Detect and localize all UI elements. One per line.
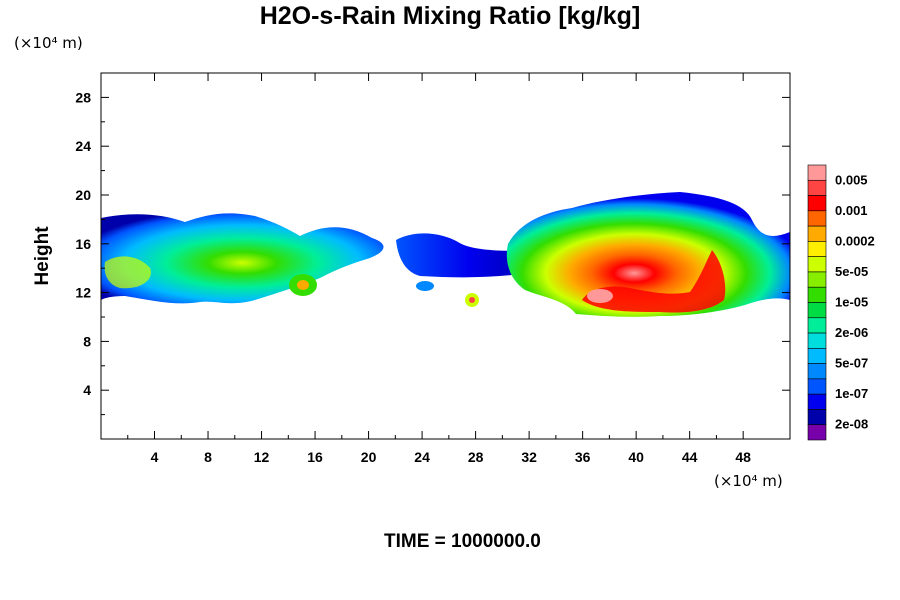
colorbar-swatch xyxy=(807,164,827,181)
y-tick-label: 20 xyxy=(75,187,91,203)
colorbar-label: 2e-06 xyxy=(835,325,868,340)
field-left-blob-core xyxy=(297,280,309,290)
colorbar-swatch xyxy=(807,302,827,319)
colorbar-swatch xyxy=(807,179,827,196)
field-layer xyxy=(101,192,790,317)
x-tick-label: 32 xyxy=(521,449,537,465)
field-mid-trail xyxy=(396,233,543,278)
x-axis-units: (×10⁴ m) xyxy=(714,472,783,490)
colorbar-swatch xyxy=(807,271,827,288)
x-tick-label: 12 xyxy=(254,449,270,465)
y-ticks: 4 8 12 16 20 24 28 xyxy=(75,89,790,416)
colorbar-swatch xyxy=(807,241,827,257)
x-tick-label: 8 xyxy=(204,449,212,465)
y-tick-label: 24 xyxy=(75,138,91,154)
field-mid-blob xyxy=(416,281,434,291)
x-tick-label: 28 xyxy=(468,449,484,465)
colorbar-swatch xyxy=(807,424,827,441)
colorbar-swatch xyxy=(807,225,827,242)
colorbar-swatch xyxy=(807,256,827,273)
y-tick-label: 12 xyxy=(75,285,91,301)
x-ticks: 4 8 12 16 20 24 28 32 36 40 44 48 xyxy=(127,73,751,465)
colorbar-label: 0.005 xyxy=(835,172,868,187)
colorbar-label: 0.0002 xyxy=(835,233,875,248)
colorbar-swatch xyxy=(807,363,827,380)
colorbar-swatch xyxy=(807,317,827,334)
field-left-core xyxy=(104,256,151,289)
colorbar-swatch xyxy=(807,393,827,410)
colorbar-label: 5e-07 xyxy=(835,356,868,371)
colorbar-swatch xyxy=(807,378,827,395)
field-right-red-core xyxy=(582,250,726,313)
x-tick-label: 36 xyxy=(575,449,591,465)
field-right-pink-core xyxy=(587,289,613,303)
x-tick-label: 48 xyxy=(735,449,751,465)
colorbar: 0.005 0.001 0.0002 5e-05 1e-05 2e-06 5e-07 1e-0… xyxy=(807,164,875,441)
colorbar-label: 2e-08 xyxy=(835,417,868,432)
colorbar-label: 1e-07 xyxy=(835,386,868,401)
colorbar-label: 1e-05 xyxy=(835,295,868,310)
colorbar-swatch xyxy=(807,332,827,349)
x-tick-label: 16 xyxy=(307,449,323,465)
colorbar-swatch xyxy=(807,195,827,212)
y-tick-label: 4 xyxy=(83,382,91,398)
time-label: TIME = 1000000.0 xyxy=(384,531,541,552)
colorbar-swatch xyxy=(807,210,827,227)
field-left-band xyxy=(101,213,384,304)
y-tick-label: 28 xyxy=(75,89,91,105)
colorbar-swatch xyxy=(807,348,827,364)
x-tick-label: 4 xyxy=(151,449,159,465)
y-tick-label: 16 xyxy=(75,236,91,252)
colorbar-label: 5e-05 xyxy=(835,264,868,279)
x-tick-label: 24 xyxy=(414,449,430,465)
y-axis-units: (×10⁴ m) xyxy=(14,34,83,52)
x-tick-label: 44 xyxy=(682,449,698,465)
colorbar-swatch xyxy=(807,409,827,426)
y-tick-label: 8 xyxy=(83,333,91,349)
colorbar-label: 0.001 xyxy=(835,203,868,218)
x-tick-label: 40 xyxy=(628,449,644,465)
colorbar-swatch xyxy=(807,286,827,303)
chart-title: H2O-s-Rain Mixing Ratio [kg/kg] xyxy=(259,2,641,30)
plot-frame xyxy=(100,72,791,440)
x-tick-label: 20 xyxy=(361,449,377,465)
field-mid-spot-core xyxy=(469,297,475,303)
